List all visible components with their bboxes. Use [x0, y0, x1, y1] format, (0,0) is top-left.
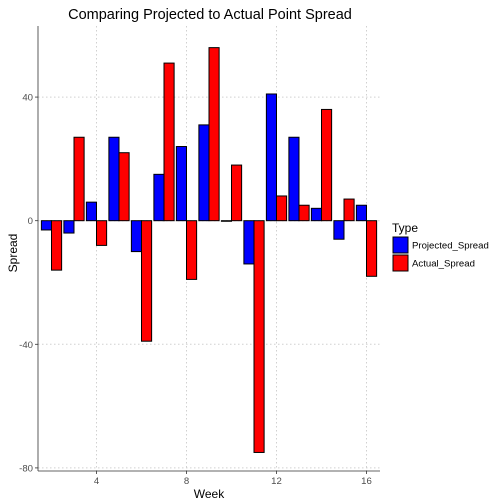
- bar-projected-spread: [243, 220, 255, 265]
- bar-actual-spread: [186, 220, 198, 280]
- y-tick-label: 40: [22, 93, 33, 104]
- bar-actual-spread: [141, 220, 153, 342]
- bar-projected-spread: [355, 204, 367, 222]
- bar-projected-spread: [288, 136, 300, 222]
- bar-projected-spread: [108, 136, 120, 222]
- y-tick-label: -80: [19, 463, 33, 474]
- chart-title: Comparing Projected to Actual Point Spre…: [68, 7, 352, 23]
- bar-actual-spread: [118, 152, 130, 222]
- bar-projected-spread: [310, 207, 322, 222]
- legend-items: Projected_Spread Actual_Spread: [392, 236, 489, 272]
- bar-actual-spread: [276, 195, 288, 222]
- bar-projected-spread: [130, 220, 142, 253]
- legend-swatch: [392, 236, 409, 254]
- y-tick-label: -40: [19, 340, 33, 351]
- bar-projected-spread: [40, 220, 52, 231]
- bar-actual-spread: [163, 62, 175, 222]
- bar-projected-spread: [175, 146, 187, 222]
- bar-actual-spread: [208, 47, 220, 222]
- axes: [35, 26, 380, 474]
- bar-actual-spread: [366, 220, 378, 277]
- y-tick-label: 0: [28, 216, 33, 227]
- bar-projected-spread: [220, 220, 232, 222]
- bar-actual-spread: [321, 108, 333, 222]
- bar-projected-spread: [153, 173, 165, 222]
- y-axis-title: Spread: [6, 234, 20, 273]
- x-axis-title: Week: [194, 487, 225, 501]
- bar-projected-spread: [85, 201, 97, 222]
- bar-projected-spread: [333, 220, 345, 240]
- bar-actual-spread: [298, 204, 310, 222]
- bar-projected-spread: [63, 220, 75, 234]
- bar-actual-spread: [51, 220, 63, 271]
- bar-actual-spread: [73, 136, 85, 222]
- legend-label: Projected_Spread: [412, 241, 489, 252]
- legend: Type Projected_Spread Actual_Spread: [392, 221, 489, 272]
- x-tick-label: 12: [271, 476, 282, 487]
- bar-actual-spread: [96, 220, 108, 246]
- tick-labels: 4 8 12 16 -80 -40 0 40: [19, 93, 372, 487]
- legend-label: Actual_Spread: [412, 259, 475, 270]
- bar-actual-spread: [231, 164, 243, 222]
- legend-swatch: [392, 254, 409, 272]
- bar-actual-spread: [253, 220, 265, 453]
- bars: [40, 47, 378, 453]
- x-tick-label: 4: [94, 476, 100, 487]
- bar-projected-spread: [198, 124, 210, 222]
- bar-actual-spread: [343, 198, 355, 222]
- bar-projected-spread: [265, 93, 277, 222]
- legend-title: Type: [392, 221, 418, 235]
- x-tick-label: 8: [184, 476, 189, 487]
- x-tick-label: 16: [361, 476, 372, 487]
